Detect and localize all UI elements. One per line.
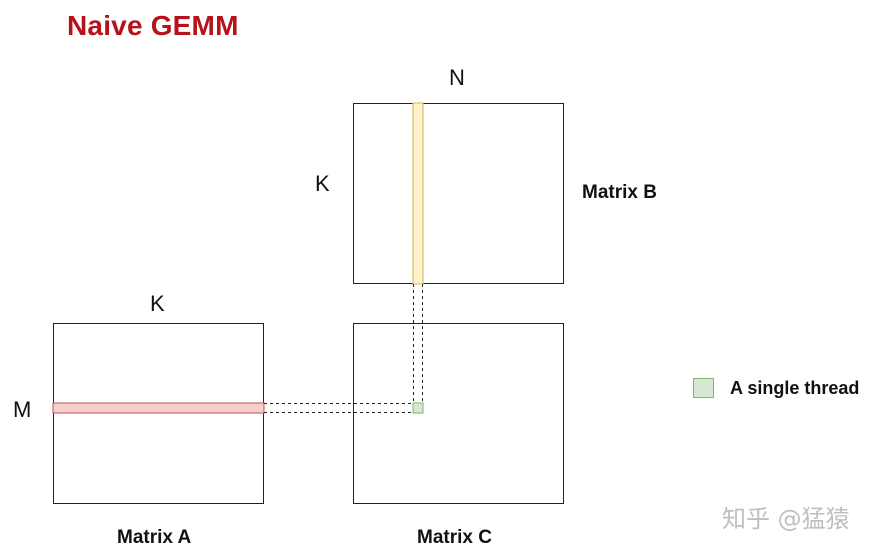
matrix-c-thread-cell — [412, 402, 424, 414]
matrix-c-box — [353, 323, 564, 504]
matrix-b-label: Matrix B — [582, 182, 657, 203]
matrix-b-column-highlight — [412, 102, 424, 285]
matrix-b-n-dimension-label: N — [449, 65, 465, 90]
matrix-a-k-dimension-label: K — [150, 291, 165, 316]
matrix-b-k-dimension-label: K — [315, 171, 330, 196]
diagram-title: Naive GEMM — [67, 10, 239, 41]
matrix-a-label: Matrix A — [117, 527, 192, 548]
matrix-c-label: Matrix C — [417, 527, 492, 548]
matrix-b-box — [353, 103, 564, 284]
legend-thread-swatch — [693, 378, 714, 398]
matrix-a-row-highlight — [52, 402, 265, 414]
legend-thread-label: A single thread — [730, 378, 860, 398]
watermark: 知乎 @猛猿 — [722, 505, 850, 533]
matrix-a-m-dimension-label: M — [13, 397, 32, 422]
